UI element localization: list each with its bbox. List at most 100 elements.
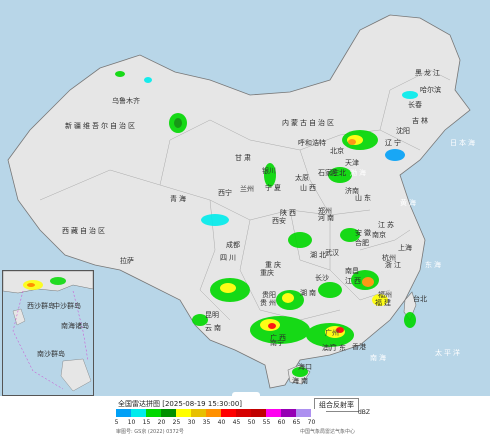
- city-label: 长春: [408, 101, 422, 109]
- region-label: 福建: [375, 299, 393, 307]
- color-swatch: [191, 409, 206, 417]
- city-label: 杭州: [382, 254, 396, 262]
- inset-label: 南海诸岛: [61, 322, 89, 330]
- scale-tick-label: 70: [307, 419, 316, 426]
- product-badge[interactable]: 组合反射率: [314, 398, 359, 412]
- scale-tick-label: 35: [202, 419, 211, 426]
- city-label: 银川: [262, 167, 276, 175]
- city-label: 郑州: [318, 207, 332, 215]
- region-label: 河北: [330, 169, 348, 177]
- region-label: 山西: [300, 184, 318, 192]
- region-label: 贵州: [260, 299, 278, 307]
- color-swatch: [236, 409, 251, 417]
- region-label: 黑龙江: [415, 69, 442, 77]
- city-label: 呼和浩特: [298, 139, 326, 147]
- region-label: 山东: [355, 194, 373, 202]
- region-label: 湖南: [300, 289, 318, 297]
- city-label: 香港: [352, 343, 366, 351]
- city-label: 西宁: [218, 189, 232, 197]
- scale-tick-label: 25: [172, 419, 181, 426]
- scale-tick-label: 60: [277, 419, 286, 426]
- agency-credit: 中国气象局雷达气象中心: [300, 429, 356, 435]
- city-label: 广州: [325, 329, 339, 337]
- color-swatch: [221, 409, 236, 417]
- inset-label: 西沙群岛: [27, 302, 55, 310]
- inset-label: 中沙群岛: [53, 302, 81, 310]
- region-label: 内蒙古自治区: [282, 119, 336, 127]
- city-label: 成都: [226, 241, 240, 249]
- scale-tick-label: 55: [262, 419, 271, 426]
- scale-tick-label: 15: [142, 419, 151, 426]
- region-label: 江西: [345, 277, 363, 285]
- province-borders: [39, 69, 451, 321]
- city-label: 济南: [345, 187, 359, 195]
- region-label: 新疆维吾尔自治区: [65, 122, 137, 130]
- inset-label: 南沙群岛: [37, 350, 65, 358]
- city-label: 澳门: [322, 344, 336, 352]
- radar-echoes: [115, 71, 418, 377]
- color-swatch: [296, 409, 311, 417]
- city-label: 重庆: [260, 269, 274, 277]
- region-label: 海南: [292, 377, 310, 385]
- color-swatch: [146, 409, 161, 417]
- south-china-sea-inset: 南海诸岛 中沙群岛 西沙群岛 南沙群岛: [2, 270, 94, 396]
- city-label: 天津: [345, 159, 359, 167]
- sea-label: 南海: [370, 354, 388, 362]
- legend-title: 全国雷达拼图 [2025-08-19 15:30:00]: [118, 400, 243, 408]
- scale-tick-label: 20: [157, 419, 166, 426]
- region-label: 云南: [205, 324, 223, 332]
- region-label: 广西: [270, 334, 288, 342]
- city-label: 兰州: [240, 185, 254, 193]
- scale-tick-label: 10: [127, 419, 136, 426]
- region-label: 辽宁: [385, 139, 403, 147]
- scale-tick-label: 40: [217, 419, 226, 426]
- region-label: 广东: [330, 344, 348, 352]
- inset-map: [3, 271, 93, 392]
- city-label: 合肥: [355, 239, 369, 247]
- city-label: 哈尔滨: [420, 86, 441, 94]
- city-label: 武汉: [325, 249, 339, 257]
- region-label: 安徽: [355, 229, 373, 237]
- city-label: 乌鲁木齐: [112, 97, 140, 105]
- region-label: 西藏自治区: [62, 227, 107, 235]
- region-label: 重庆: [265, 261, 283, 269]
- map-canvas: [7, 14, 471, 389]
- color-swatch: [116, 409, 131, 417]
- scale-tick-label: 30: [187, 419, 196, 426]
- city-label: 太原: [295, 174, 309, 182]
- city-label: 海口: [298, 363, 312, 371]
- region-label: 宁夏: [265, 184, 283, 192]
- color-swatch: [206, 409, 221, 417]
- color-swatch: [281, 409, 296, 417]
- region-label: 甘肃: [235, 154, 253, 162]
- legend-panel: 全国雷达拼图 [2025-08-19 15:30:00] 组合反射率 5 10 15…: [0, 396, 490, 439]
- scale-tick-label: 5: [114, 419, 119, 426]
- scale-tick-label: 50: [247, 419, 256, 426]
- sea-label: 日本海: [450, 139, 477, 147]
- region-label: 浙江: [385, 261, 403, 269]
- city-label: 石家庄: [318, 169, 339, 177]
- color-swatch: [176, 409, 191, 417]
- legend-toggle-tab[interactable]: [232, 392, 260, 396]
- taiwan-island: [403, 291, 417, 321]
- city-label: 南京: [372, 231, 386, 239]
- sea-label: 黄海: [400, 199, 418, 207]
- scale-tick-label: 65: [292, 419, 301, 426]
- region-label: 江苏: [378, 221, 396, 229]
- city-label: 沈阳: [396, 127, 410, 135]
- region-label: 湖北: [310, 251, 328, 259]
- sea-label: 东海: [425, 261, 443, 269]
- color-swatch: [311, 409, 326, 417]
- city-label: 福州: [378, 291, 392, 299]
- city-label: 西安: [272, 217, 286, 225]
- city-label: 台北: [413, 295, 427, 303]
- color-swatch: [131, 409, 146, 417]
- region-label: 吉林: [412, 117, 430, 125]
- region-label: 河南: [318, 214, 336, 222]
- city-label: 贵阳: [262, 291, 276, 299]
- sea-label: 太平洋: [435, 349, 462, 357]
- city-label: 南昌: [345, 267, 359, 275]
- city-label: 拉萨: [120, 257, 134, 265]
- region-label: 陕西: [280, 209, 298, 217]
